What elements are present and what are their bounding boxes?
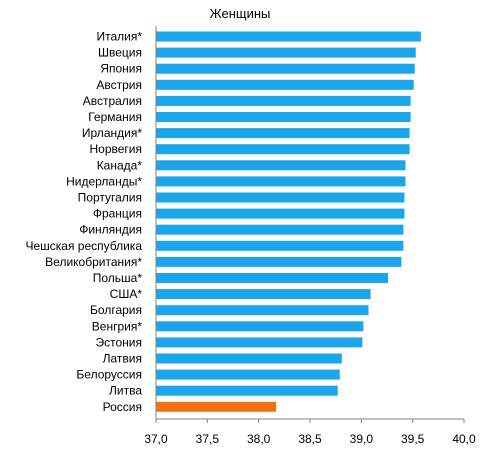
bar-12	[156, 208, 405, 219]
bar-7	[156, 128, 410, 139]
category-label: Россия	[103, 400, 142, 414]
category-label: Швеция	[98, 46, 142, 60]
bar-9	[156, 160, 406, 171]
category-label: Эстония	[96, 335, 143, 349]
x-tick-label: 38,5	[298, 432, 322, 446]
category-label: Чешская республика	[25, 239, 142, 253]
category-label: Финляндия	[79, 223, 142, 237]
bar-19	[156, 321, 364, 332]
bar-8	[156, 144, 410, 155]
category-label: Болгария	[90, 303, 142, 317]
bar-3	[156, 63, 415, 74]
category-label: Австралия	[83, 94, 142, 108]
bar-15	[156, 256, 402, 267]
bar-1	[156, 31, 421, 42]
category-label: Норвегия	[89, 142, 142, 156]
bar-20	[156, 337, 363, 348]
category-label: США*	[110, 287, 143, 301]
x-tick-label: 37,0	[144, 432, 168, 446]
bar-4	[156, 79, 414, 90]
bar-2	[156, 47, 416, 58]
category-label: Канада*	[97, 158, 143, 172]
bar-18	[156, 305, 369, 316]
bar-11	[156, 192, 405, 203]
bar-22	[156, 369, 340, 380]
bar-10	[156, 176, 406, 187]
bar-16	[156, 273, 389, 283]
bar-23	[156, 385, 338, 396]
axis-layer: 37,0 37,5 38,0 38,5 39,0 39,5 40,0	[144, 26, 476, 446]
category-label: Нидерланды*	[66, 174, 142, 188]
chart-title: Женщины	[210, 6, 271, 21]
bar-6	[156, 112, 411, 122]
bar-5	[156, 95, 411, 106]
category-label: Польша*	[93, 271, 143, 285]
bar-13	[156, 224, 404, 235]
x-tick-label: 40,0	[452, 432, 476, 446]
category-label: Великобритания*	[45, 255, 142, 269]
x-tick-label: 39,0	[350, 432, 374, 446]
category-label: Италия*	[96, 30, 142, 44]
bar-14	[156, 240, 404, 251]
category-label: Германия	[88, 110, 142, 124]
category-label: Латвия	[103, 352, 142, 366]
x-tick-label: 37,5	[196, 432, 220, 446]
bar-21	[156, 353, 342, 364]
x-tick-label: 38,0	[247, 432, 271, 446]
bar-17	[156, 289, 371, 300]
category-label: Венгрия*	[92, 319, 143, 333]
category-label: Ирландия*	[82, 126, 142, 140]
category-label: Белоруссия	[76, 368, 142, 382]
x-tick-label: 39,5	[401, 432, 425, 446]
bars-layer	[156, 31, 421, 412]
category-label: Португалия	[78, 191, 142, 205]
category-label: Австрия	[96, 78, 142, 92]
category-labels-layer: Италия* Швеция Япония Австрия Австралия Герма…	[25, 30, 142, 414]
bar-24	[156, 401, 277, 412]
category-label: Япония	[100, 62, 142, 76]
category-label: Франция	[93, 207, 142, 221]
category-label: Литва	[109, 384, 142, 398]
